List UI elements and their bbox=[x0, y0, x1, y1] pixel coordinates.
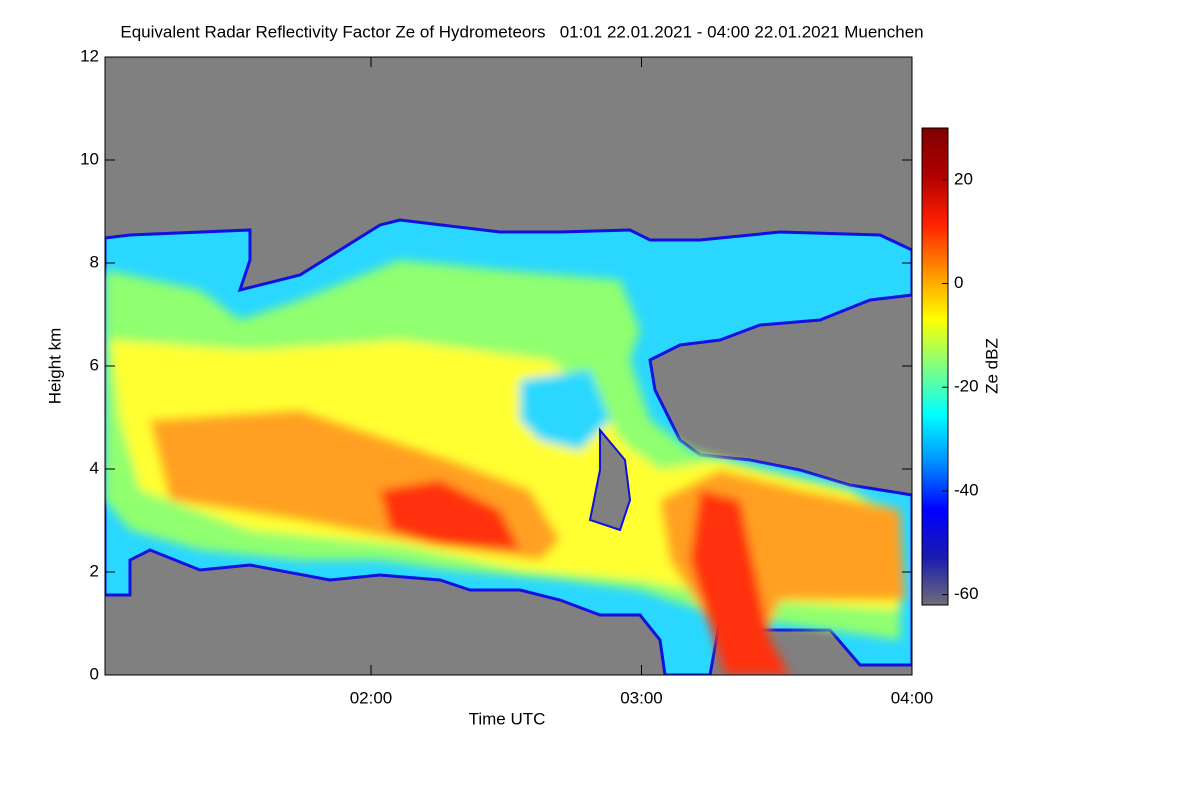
x-tick-label: 03:00 bbox=[620, 688, 663, 707]
colorbar-tick-label: -60 bbox=[954, 584, 979, 603]
y-tick-label: 2 bbox=[90, 561, 99, 580]
y-tick-label: 6 bbox=[90, 355, 99, 374]
y-tick-label: 10 bbox=[80, 149, 99, 168]
y-tick-label: 8 bbox=[90, 252, 99, 271]
colorbar-tick-label: -40 bbox=[954, 480, 979, 499]
y-axis-label: Height km bbox=[45, 328, 64, 405]
x-tick-label: 02:00 bbox=[350, 688, 393, 707]
chart-title: Equivalent Radar Reflectivity Factor Ze … bbox=[120, 22, 923, 41]
y-tick-label: 4 bbox=[90, 458, 99, 477]
colorbar-tick-label: 0 bbox=[954, 273, 963, 292]
colorbar-label: Ze dBZ bbox=[982, 338, 1001, 394]
x-axis-label: Time UTC bbox=[469, 709, 546, 728]
colorbar-tick-label: -20 bbox=[954, 377, 979, 396]
y-tick-label: 12 bbox=[80, 46, 99, 65]
x-tick-label: 04:00 bbox=[891, 688, 934, 707]
colorbar-tick-label: 20 bbox=[954, 169, 973, 188]
reflectivity-field bbox=[105, 218, 912, 675]
colorbar bbox=[921, 127, 949, 606]
y-tick-label: 0 bbox=[90, 664, 99, 683]
